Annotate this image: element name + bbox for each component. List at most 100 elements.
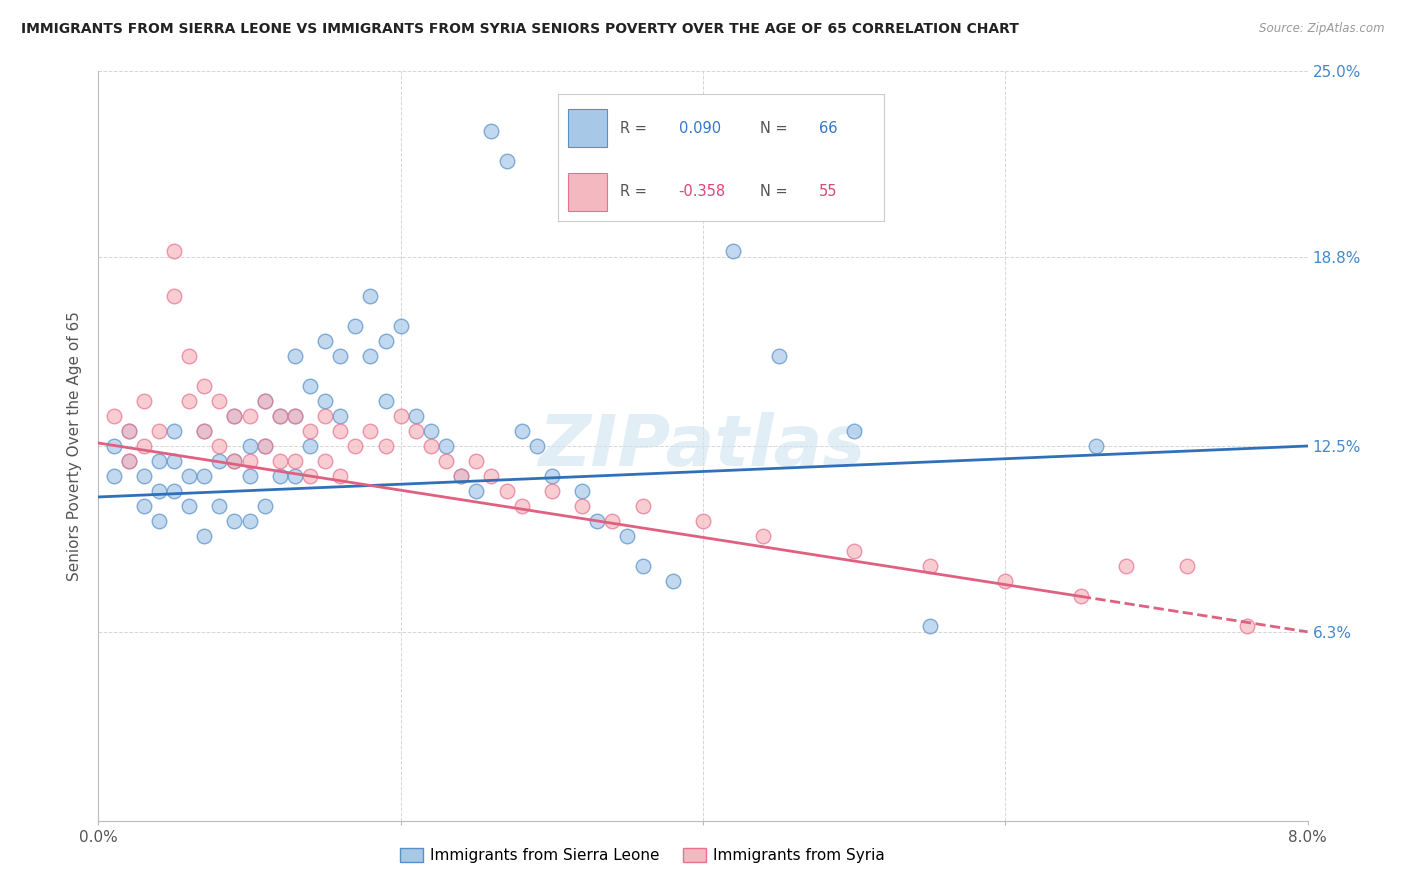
Point: [179, 499, 201, 513]
Text: ZIPatlas: ZIPatlas: [540, 411, 866, 481]
Point: [193, 424, 215, 438]
Point: [224, 514, 246, 528]
Point: [360, 289, 382, 303]
Point: [269, 469, 291, 483]
Point: [374, 334, 396, 348]
Point: [224, 454, 246, 468]
Point: [253, 439, 276, 453]
Point: [299, 379, 322, 393]
Point: [692, 514, 714, 528]
Point: [208, 454, 231, 468]
Point: [163, 424, 186, 438]
Point: [360, 349, 382, 363]
Point: [1115, 558, 1137, 573]
Point: [329, 409, 352, 423]
Point: [434, 454, 457, 468]
Point: [163, 289, 186, 303]
Point: [148, 454, 170, 468]
Point: [344, 439, 367, 453]
Point: [1085, 439, 1108, 453]
Point: [239, 439, 262, 453]
Point: [179, 394, 201, 409]
Point: [132, 499, 155, 513]
Point: [103, 469, 125, 483]
Point: [314, 394, 336, 409]
Point: [420, 424, 443, 438]
Point: [269, 409, 291, 423]
Point: [616, 529, 638, 543]
Point: [208, 499, 231, 513]
Point: [329, 469, 352, 483]
Point: [1236, 619, 1258, 633]
Point: [631, 558, 654, 573]
Point: [148, 483, 170, 498]
Point: [602, 514, 624, 528]
Point: [661, 574, 683, 588]
Point: [374, 439, 396, 453]
Point: [389, 319, 412, 334]
Point: [163, 483, 186, 498]
Point: [526, 439, 548, 453]
Point: [752, 529, 775, 543]
Text: IMMIGRANTS FROM SIERRA LEONE VS IMMIGRANTS FROM SYRIA SENIORS POVERTY OVER THE A: IMMIGRANTS FROM SIERRA LEONE VS IMMIGRAN…: [21, 22, 1019, 37]
Point: [314, 454, 336, 468]
Point: [239, 409, 262, 423]
Point: [224, 409, 246, 423]
Point: [918, 558, 941, 573]
Point: [284, 349, 307, 363]
Point: [239, 469, 262, 483]
Point: [495, 483, 517, 498]
Point: [723, 244, 745, 259]
Text: Source: ZipAtlas.com: Source: ZipAtlas.com: [1260, 22, 1385, 36]
Point: [360, 424, 382, 438]
Point: [208, 394, 231, 409]
Point: [692, 184, 714, 198]
Point: [481, 469, 503, 483]
Point: [571, 499, 593, 513]
Point: [374, 394, 396, 409]
Point: [103, 409, 125, 423]
Point: [269, 409, 291, 423]
Point: [179, 349, 201, 363]
Point: [465, 454, 488, 468]
Point: [118, 454, 141, 468]
Point: [239, 514, 262, 528]
Point: [253, 394, 276, 409]
Point: [540, 469, 562, 483]
Point: [389, 409, 412, 423]
Point: [132, 469, 155, 483]
Point: [103, 439, 125, 453]
Point: [510, 424, 533, 438]
Point: [118, 454, 141, 468]
Point: [284, 469, 307, 483]
Point: [193, 469, 215, 483]
Y-axis label: Seniors Poverty Over the Age of 65: Seniors Poverty Over the Age of 65: [67, 311, 83, 581]
Point: [132, 439, 155, 453]
Point: [1175, 558, 1198, 573]
Point: [148, 424, 170, 438]
Point: [844, 544, 866, 558]
Point: [193, 379, 215, 393]
Point: [420, 439, 443, 453]
Point: [631, 499, 654, 513]
Point: [314, 409, 336, 423]
Point: [284, 409, 307, 423]
Point: [179, 469, 201, 483]
Point: [405, 409, 427, 423]
Point: [994, 574, 1017, 588]
Point: [132, 394, 155, 409]
Point: [284, 409, 307, 423]
Point: [495, 154, 517, 169]
Point: [118, 424, 141, 438]
Point: [253, 439, 276, 453]
Point: [510, 499, 533, 513]
Point: [450, 469, 472, 483]
Point: [299, 439, 322, 453]
Point: [224, 454, 246, 468]
Point: [844, 424, 866, 438]
Point: [314, 334, 336, 348]
Point: [148, 514, 170, 528]
Point: [163, 244, 186, 259]
Point: [193, 529, 215, 543]
Point: [434, 439, 457, 453]
